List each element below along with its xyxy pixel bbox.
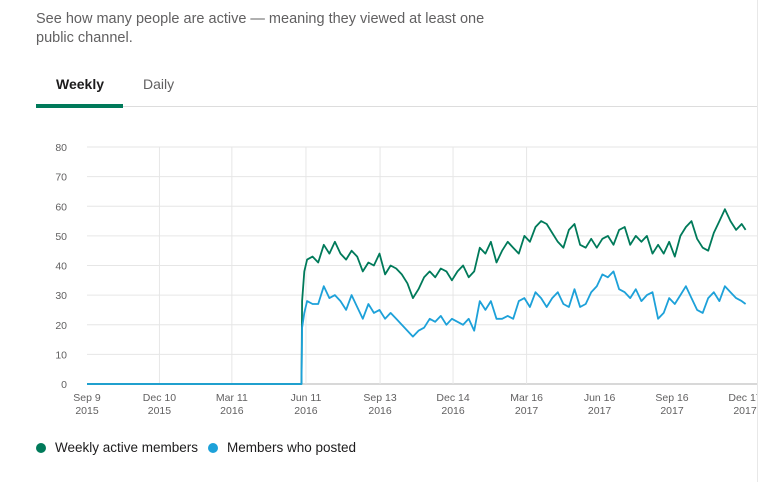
y-tick-label-60: 60 (55, 201, 67, 213)
x-tick-label-line1: Mar 11 (216, 392, 248, 404)
x-tick-label-line1: Sep 16 (655, 392, 688, 404)
x-tick-label-line1: Sep 13 (363, 392, 396, 404)
x-tick-label-line2: 2015 (75, 405, 99, 417)
x-tick-label-line2: 2015 (148, 405, 172, 417)
tab-bar-divider (36, 106, 758, 107)
tab-selected-indicator (36, 104, 123, 108)
y-tick-label-80: 80 (55, 142, 67, 154)
legend-item-weekly-active[interactable]: Weekly active members (36, 440, 198, 455)
x-tick-label-line1: Dec 17 (728, 392, 758, 404)
tab-daily[interactable]: Daily (143, 76, 175, 92)
legend-label-members-posted: Members who posted (227, 440, 357, 455)
y-tick-label-40: 40 (55, 261, 67, 273)
x-tick-label-line2: 2017 (660, 405, 684, 417)
y-tick-label-70: 70 (55, 172, 67, 184)
tab-weekly[interactable]: Weekly (56, 76, 104, 92)
x-tick-label-line1: Sep 9 (73, 392, 101, 404)
legend-label-weekly-active: Weekly active members (55, 440, 199, 455)
x-tick-label-line1: Dec 10 (143, 392, 176, 404)
x-tick-label-line1: Dec 14 (436, 392, 469, 404)
x-tick-label-line1: Mar 16 (510, 392, 543, 404)
x-tick-label-line1: Jun 11 (291, 392, 322, 404)
series-line-members-posted (87, 270, 747, 385)
x-tick-label-line1: Jun 16 (584, 392, 616, 404)
x-tick-label-line2: 2016 (368, 405, 392, 417)
legend-item-members-posted[interactable]: Members who posted (208, 440, 356, 455)
description: See how many people are active — meaning… (36, 11, 485, 46)
legend-dot-weekly-active (36, 443, 46, 453)
y-tick-label-30: 30 (55, 290, 67, 302)
x-tick-label-line2: 2017 (515, 405, 539, 417)
x-tick-label-9: Dec 172017 (728, 392, 758, 417)
x-tick-label-line2: 2016 (220, 405, 244, 417)
y-tick-label-20: 20 (55, 320, 67, 332)
x-tick-label-line2: 2016 (441, 405, 465, 417)
legend-dot-members-posted (208, 443, 218, 453)
y-tick-label-50: 50 (55, 231, 67, 243)
y-tick-label-10: 10 (55, 349, 67, 361)
tab-bar: Weekly Daily (36, 66, 758, 108)
x-tick-label-line2: 2017 (733, 405, 757, 417)
x-tick-label-line2: 2016 (294, 405, 318, 417)
series-line-weekly-active (87, 208, 747, 385)
x-tick-label-line2: 2017 (588, 405, 612, 417)
y-tick-label-0: 0 (61, 379, 67, 391)
